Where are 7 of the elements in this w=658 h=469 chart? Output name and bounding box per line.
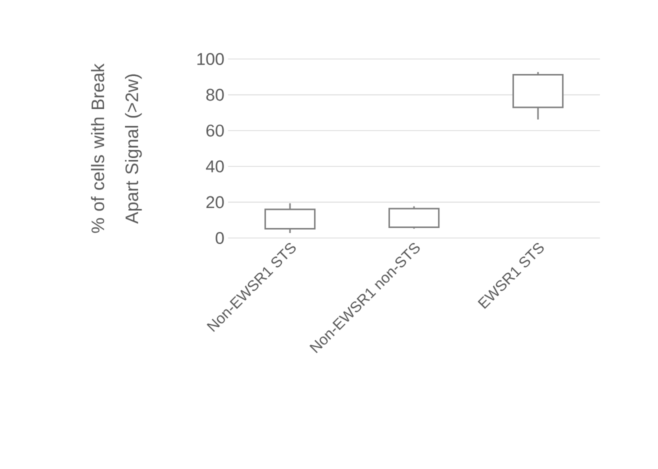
y-tick-label: 100 [197,52,224,66]
y-tick-label: 20 [206,196,224,208]
y-tick-label: 60 [206,124,224,137]
y-axis-title: % of cells with Break Apart Signal (>2w) [91,63,142,233]
y-tick-label: 40 [206,160,224,172]
y-tick-label: 80 [206,88,224,101]
y-tick-label: 0 [216,232,224,244]
